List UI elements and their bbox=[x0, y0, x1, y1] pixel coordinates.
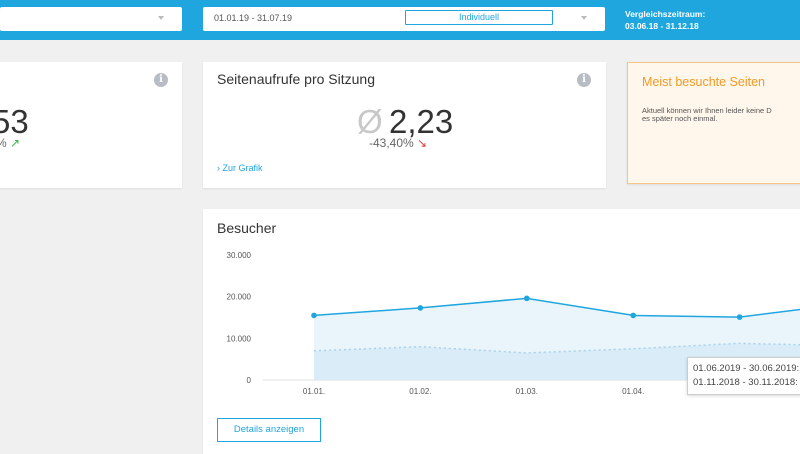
kpi-value: 2,23 bbox=[389, 103, 454, 140]
details-button[interactable]: Details anzeigen bbox=[217, 418, 321, 442]
chart-title: Besucher bbox=[217, 220, 277, 236]
comparison-period: Vergleichszeitraum: 03.06.18 - 31.12.18 bbox=[625, 8, 705, 32]
tooltip-line1: 01.06.2019 - 30.06.2019: bbox=[693, 363, 800, 374]
x-tick-label: 01.03. bbox=[516, 387, 538, 396]
most-visited-message-line2: es später noch einmal. bbox=[642, 114, 718, 123]
visitors-chart: 0 10.000 20.000 30.000 01.01. 01.02. 01.03. 01.… bbox=[227, 251, 800, 396]
series-line-comparison bbox=[313, 342, 800, 354]
info-icon[interactable]: i bbox=[577, 73, 591, 87]
average-symbol: Ø bbox=[357, 103, 383, 140]
kpi-card-pages-per-session: Seitenaufrufe pro Sitzung i Ø 2,23 -43,4… bbox=[203, 62, 606, 188]
chevron-right-icon: › bbox=[217, 163, 220, 173]
kpi-left-value: 53 bbox=[0, 103, 29, 140]
y-tick-label: 0 bbox=[247, 376, 252, 385]
x-tick-label: 01.04. bbox=[622, 387, 644, 396]
top-bar: 01.01.19 - 31.07.19 Individuell Vergleic… bbox=[0, 0, 800, 40]
visitors-chart-card: Besucher 0 10.000 20.000 30.000 01.01. 01.02.… bbox=[203, 209, 800, 454]
most-visited-message: Aktuell können wir Ihnen leider keine D … bbox=[642, 107, 800, 123]
kpi-left-change-text: % bbox=[0, 136, 7, 150]
data-point bbox=[630, 312, 636, 319]
chart-link[interactable]: › Zur Grafik bbox=[217, 163, 263, 173]
chevron-down-icon bbox=[158, 16, 164, 20]
y-tick-label: 30.000 bbox=[227, 251, 252, 260]
series-area-comparison bbox=[314, 343, 800, 380]
preset-individual-button[interactable]: Individuell bbox=[405, 10, 553, 25]
chevron-down-icon bbox=[581, 16, 587, 20]
data-point bbox=[524, 295, 530, 302]
arrow-up-right-icon: ↗ bbox=[10, 136, 21, 150]
date-range-select[interactable]: 01.01.19 - 31.07.19 Individuell bbox=[203, 7, 605, 31]
y-tick-label: 10.000 bbox=[227, 334, 252, 343]
chart-link-label: Zur Grafik bbox=[222, 163, 263, 173]
x-tick-label: 01.02. bbox=[409, 387, 431, 396]
info-icon[interactable]: i bbox=[154, 73, 168, 87]
data-point bbox=[311, 312, 317, 319]
site-select[interactable] bbox=[0, 7, 182, 31]
arrow-down-right-icon: ↘ bbox=[417, 136, 428, 150]
series-line-current bbox=[313, 297, 800, 318]
kpi-change: -43,40% ↘ bbox=[369, 136, 427, 150]
kpi-title: Seitenaufrufe pro Sitzung bbox=[217, 71, 375, 87]
comparison-range: 03.06.18 - 31.12.18 bbox=[625, 21, 699, 31]
most-visited-card: Meist besuchte Seiten Aktuell können wir… bbox=[627, 62, 800, 184]
tooltip-line2: 01.11.2018 - 30.11.2018: bbox=[693, 377, 798, 388]
kpi-left-change: % ↗ bbox=[0, 136, 20, 150]
kpi-card-left: i 53 % ↗ bbox=[0, 62, 182, 188]
y-tick-label: 20.000 bbox=[227, 293, 252, 302]
data-point bbox=[417, 305, 424, 311]
most-visited-message-line1: Aktuell können wir Ihnen leider keine D bbox=[642, 106, 772, 115]
date-range-text: 01.01.19 - 31.07.19 bbox=[214, 13, 293, 23]
comparison-label: Vergleichszeitraum: bbox=[625, 9, 706, 19]
x-tick-label: 01.01. bbox=[303, 387, 325, 396]
chart-tooltip: 01.06.2019 - 30.06.2019: 01.11.2018 - 30… bbox=[687, 357, 800, 395]
kpi-change-text: -43,40% bbox=[369, 136, 414, 150]
data-point bbox=[736, 314, 743, 320]
most-visited-title: Meist besuchte Seiten bbox=[642, 75, 765, 89]
